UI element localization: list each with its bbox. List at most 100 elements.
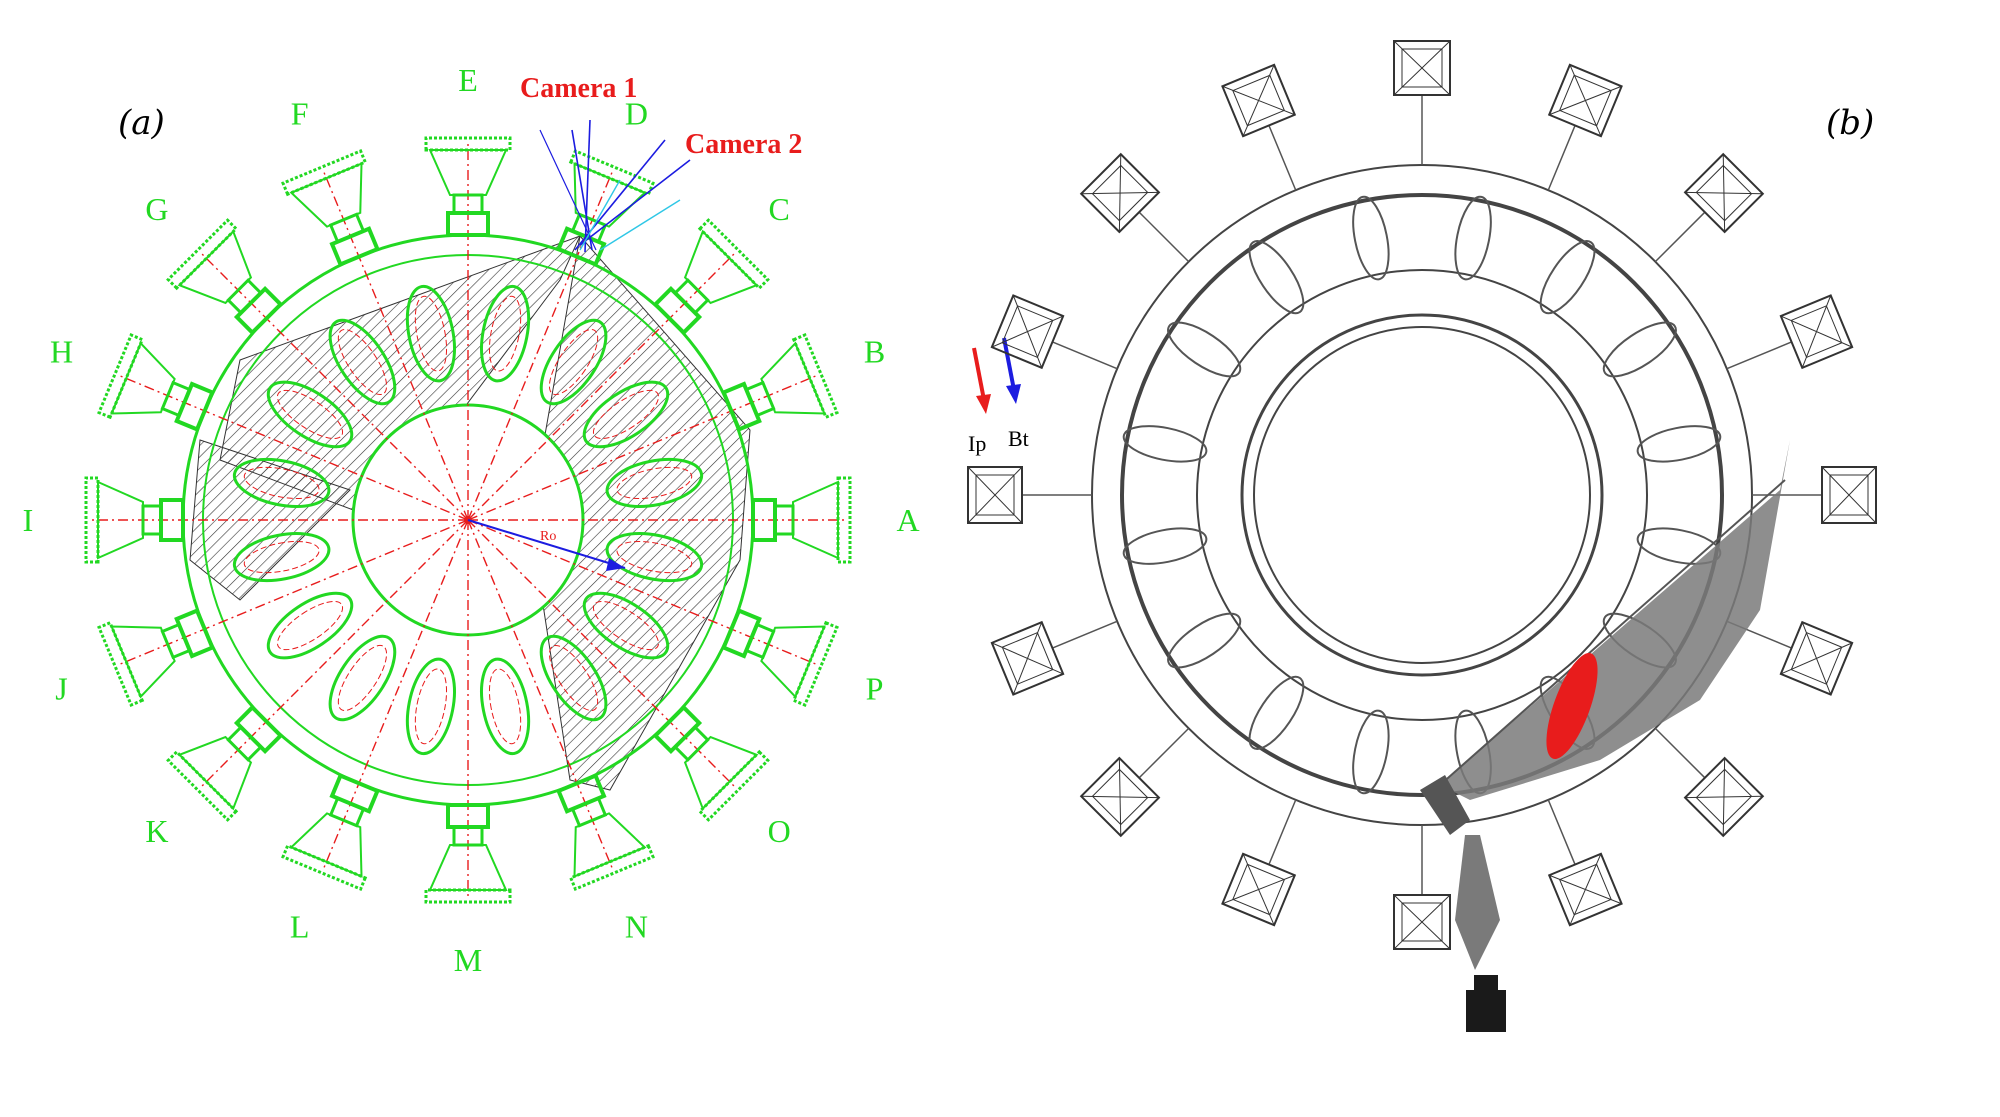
coil-loop bbox=[605, 532, 704, 583]
panel-b-gray-tokamak-diagram bbox=[967, 40, 1877, 1032]
port-label-i: I bbox=[23, 502, 34, 538]
coil-loop-inner bbox=[488, 295, 522, 372]
port-window bbox=[166, 749, 239, 822]
coil-b-loop bbox=[1167, 612, 1242, 669]
port-window bbox=[568, 843, 655, 891]
port-h bbox=[97, 333, 215, 433]
coil-loop-inner bbox=[337, 644, 388, 712]
port-label-j: J bbox=[55, 670, 67, 706]
port-b bbox=[1221, 63, 1297, 191]
ip-label: Ip bbox=[968, 431, 986, 456]
port-b bbox=[1079, 727, 1190, 838]
coil-loop bbox=[539, 634, 608, 722]
radial-line bbox=[467, 519, 820, 667]
port-b bbox=[1547, 63, 1623, 191]
camera-lens bbox=[1474, 975, 1498, 993]
coil-b-loop bbox=[1122, 527, 1208, 565]
coil-b-loop bbox=[1636, 425, 1722, 463]
coil-b-loop bbox=[1352, 709, 1390, 795]
coil-loop bbox=[328, 318, 397, 406]
port-j bbox=[97, 607, 215, 707]
coil-loop-inner bbox=[548, 644, 599, 712]
port-b-box bbox=[1393, 894, 1451, 950]
coil-loop-inner bbox=[414, 295, 448, 372]
coil-b-loop bbox=[1602, 321, 1677, 378]
port-e bbox=[424, 136, 512, 237]
port-b bbox=[1547, 799, 1623, 927]
port-m bbox=[424, 803, 512, 904]
port-label-l: L bbox=[290, 909, 310, 945]
major-radius-arrowhead bbox=[606, 558, 625, 571]
port-label-p: P bbox=[866, 670, 884, 706]
coil-loop bbox=[266, 591, 354, 660]
coil-loop bbox=[405, 657, 456, 756]
coil-b-loop bbox=[1454, 195, 1492, 281]
coil-b-loop bbox=[1248, 675, 1305, 750]
port-b-box bbox=[1683, 756, 1765, 838]
port-a bbox=[751, 476, 852, 564]
coil-loop-inner bbox=[488, 668, 522, 745]
port-window bbox=[84, 476, 100, 564]
radial-line bbox=[467, 250, 738, 521]
coil-loop-inner bbox=[414, 668, 448, 745]
coil-loop-inner bbox=[276, 600, 344, 651]
coil-loop-inner bbox=[592, 600, 660, 651]
coil-b-loop bbox=[1122, 425, 1208, 463]
port-window bbox=[97, 620, 145, 707]
port-window bbox=[166, 218, 239, 291]
port-b-box bbox=[1683, 152, 1765, 234]
port-b bbox=[1654, 727, 1765, 838]
port-f bbox=[281, 149, 381, 267]
coil-loop bbox=[328, 634, 397, 722]
port-b bbox=[1393, 825, 1451, 950]
coil-b-loop bbox=[1167, 321, 1242, 378]
toroidal-field-coils bbox=[232, 284, 704, 756]
port-b-box bbox=[967, 466, 1023, 524]
bt-arrowhead bbox=[1006, 384, 1021, 404]
port-label-c: C bbox=[768, 191, 789, 227]
port-b bbox=[1752, 466, 1877, 524]
radial-line bbox=[321, 168, 469, 521]
diagnostic-ports bbox=[84, 136, 852, 904]
panel-a-green-tokamak-diagram: A B C D E F G H I J K L M N O P Ro Camera 1 Camera 2 bbox=[23, 62, 920, 978]
port-window bbox=[697, 749, 770, 822]
port-n bbox=[555, 773, 655, 891]
coil-loop bbox=[232, 457, 331, 508]
port-b-box bbox=[1221, 852, 1297, 927]
port-i bbox=[84, 476, 185, 564]
port-b-box bbox=[1779, 294, 1854, 370]
port-b bbox=[1393, 40, 1451, 165]
port-b-box bbox=[990, 294, 1065, 370]
radial-centerlines bbox=[88, 140, 848, 900]
port-c bbox=[652, 218, 770, 336]
port-p bbox=[721, 607, 839, 707]
port-b-box bbox=[1393, 40, 1451, 96]
port-b bbox=[1221, 799, 1297, 927]
port-window bbox=[836, 476, 852, 564]
vessel-b-inner2 bbox=[1253, 326, 1591, 664]
ports-b bbox=[967, 40, 1877, 950]
plasma-filament bbox=[1546, 653, 1598, 759]
port-labels: A B C D E F G H I J K L M N O P bbox=[23, 62, 920, 978]
port-b-box bbox=[1079, 756, 1161, 838]
camera-body bbox=[1466, 990, 1506, 1032]
port-b bbox=[1726, 620, 1854, 696]
port-window bbox=[568, 149, 655, 197]
port-b bbox=[721, 333, 839, 433]
coil-loop bbox=[266, 380, 354, 449]
coil-loop bbox=[605, 457, 704, 508]
port-l bbox=[281, 773, 381, 891]
port-b bbox=[990, 294, 1118, 370]
radial-line bbox=[198, 250, 469, 521]
port-label-o: O bbox=[768, 813, 791, 849]
vessel-b-outer2 bbox=[1120, 193, 1724, 797]
optics-beam bbox=[1455, 835, 1500, 970]
port-k bbox=[166, 704, 284, 822]
port-b-box bbox=[1221, 63, 1297, 138]
coil-b-loop bbox=[1352, 195, 1390, 281]
radial-line bbox=[116, 519, 469, 667]
port-b bbox=[1654, 152, 1765, 263]
port-label-e: E bbox=[458, 62, 478, 98]
port-o bbox=[652, 704, 770, 822]
